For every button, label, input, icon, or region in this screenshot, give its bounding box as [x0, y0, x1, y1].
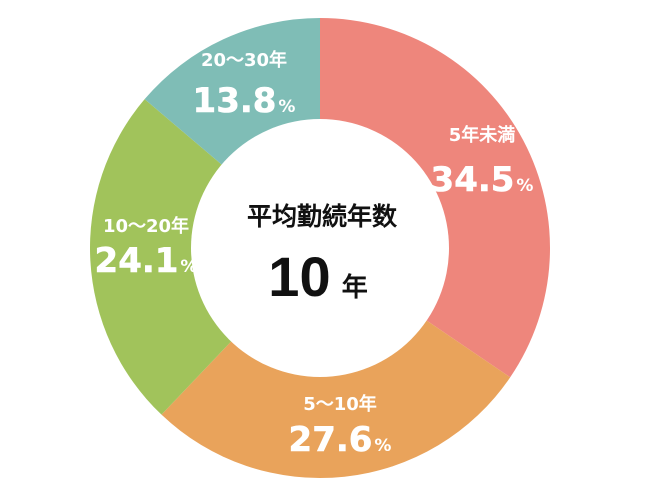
slice-value-label: 34.5%	[431, 160, 534, 200]
slice-label-under-5-years: 5年未満 34.5%	[430, 124, 534, 200]
slice-value-label: 24.1%	[95, 241, 198, 281]
center-value-number: 10	[268, 245, 330, 308]
slice-label-20-30-years: 20～30年 13.8%	[192, 49, 296, 121]
slice-category-label: 5～10年	[303, 393, 377, 415]
slice-value-label: 27.6%	[289, 420, 392, 460]
slice-category-label: 10～20年	[103, 215, 189, 237]
center-title: 平均勤続年数	[247, 202, 398, 231]
slice-value-label: 13.8%	[193, 81, 296, 121]
slice-category-label: 20～30年	[201, 49, 287, 71]
donut-center-hole	[191, 119, 449, 377]
slice-labels: 5年未満 34.5 % 5～10年 27.6 % 10～20年 24.1 % 20～30年 13.8…	[94, 49, 534, 460]
slice-label-10-20-years: 10～20年 24.1%	[94, 215, 198, 281]
center-value: 10 年	[268, 245, 367, 308]
center-value-unit: 年	[342, 272, 368, 303]
slice-label-5-10-years: 5～10年 27.6%	[288, 393, 392, 460]
slice-category-label: 5年未満	[449, 124, 516, 146]
